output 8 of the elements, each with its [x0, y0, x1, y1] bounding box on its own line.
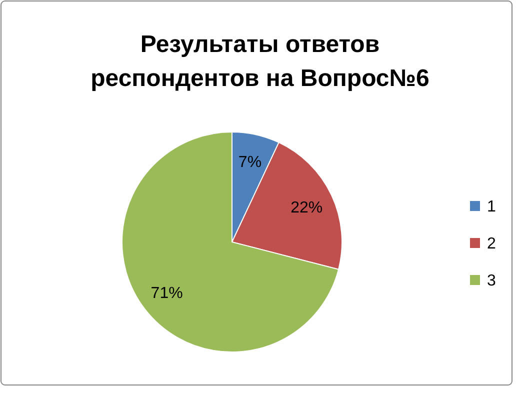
pie-slice: [122, 132, 340, 352]
data-label: 22%: [290, 199, 323, 216]
chart-title: Результаты ответов респондентов на Вопрос№6: [90, 31, 430, 92]
data-label: 7%: [238, 154, 262, 172]
legend-label: 2: [487, 236, 496, 253]
legend-label: 1: [487, 198, 496, 216]
data-label: 71%: [150, 285, 183, 302]
legend-label: 3: [487, 272, 496, 290]
